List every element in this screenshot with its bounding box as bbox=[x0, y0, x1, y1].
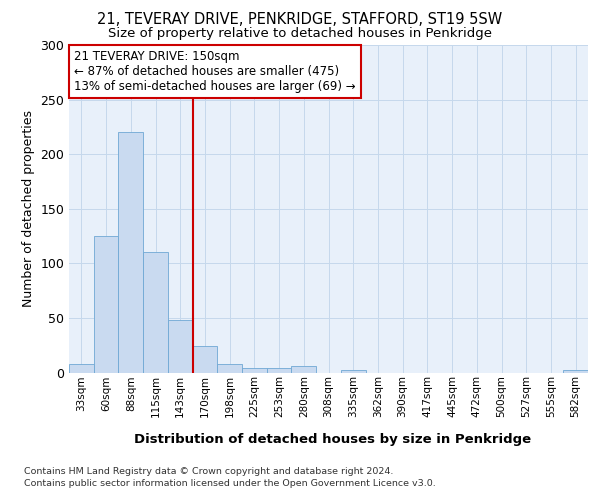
Bar bbox=[563, 370, 588, 372]
Text: 21 TEVERAY DRIVE: 150sqm
← 87% of detached houses are smaller (475)
13% of semi-: 21 TEVERAY DRIVE: 150sqm ← 87% of detach… bbox=[74, 50, 356, 93]
Bar bbox=[217, 364, 242, 372]
Text: 21, TEVERAY DRIVE, PENKRIDGE, STAFFORD, ST19 5SW: 21, TEVERAY DRIVE, PENKRIDGE, STAFFORD, … bbox=[97, 12, 503, 28]
Y-axis label: Number of detached properties: Number of detached properties bbox=[22, 110, 35, 307]
Bar bbox=[168, 320, 193, 372]
Bar bbox=[118, 132, 143, 372]
Text: Distribution of detached houses by size in Penkridge: Distribution of detached houses by size … bbox=[134, 432, 532, 446]
Bar bbox=[69, 364, 94, 372]
Bar bbox=[94, 236, 118, 372]
Bar bbox=[143, 252, 168, 372]
Bar bbox=[193, 346, 217, 372]
Text: Contains HM Land Registry data © Crown copyright and database right 2024.: Contains HM Land Registry data © Crown c… bbox=[24, 468, 394, 476]
Text: Size of property relative to detached houses in Penkridge: Size of property relative to detached ho… bbox=[108, 28, 492, 40]
Bar bbox=[341, 370, 365, 372]
Bar bbox=[242, 368, 267, 372]
Bar bbox=[267, 368, 292, 372]
Text: Contains public sector information licensed under the Open Government Licence v3: Contains public sector information licen… bbox=[24, 478, 436, 488]
Bar bbox=[292, 366, 316, 372]
